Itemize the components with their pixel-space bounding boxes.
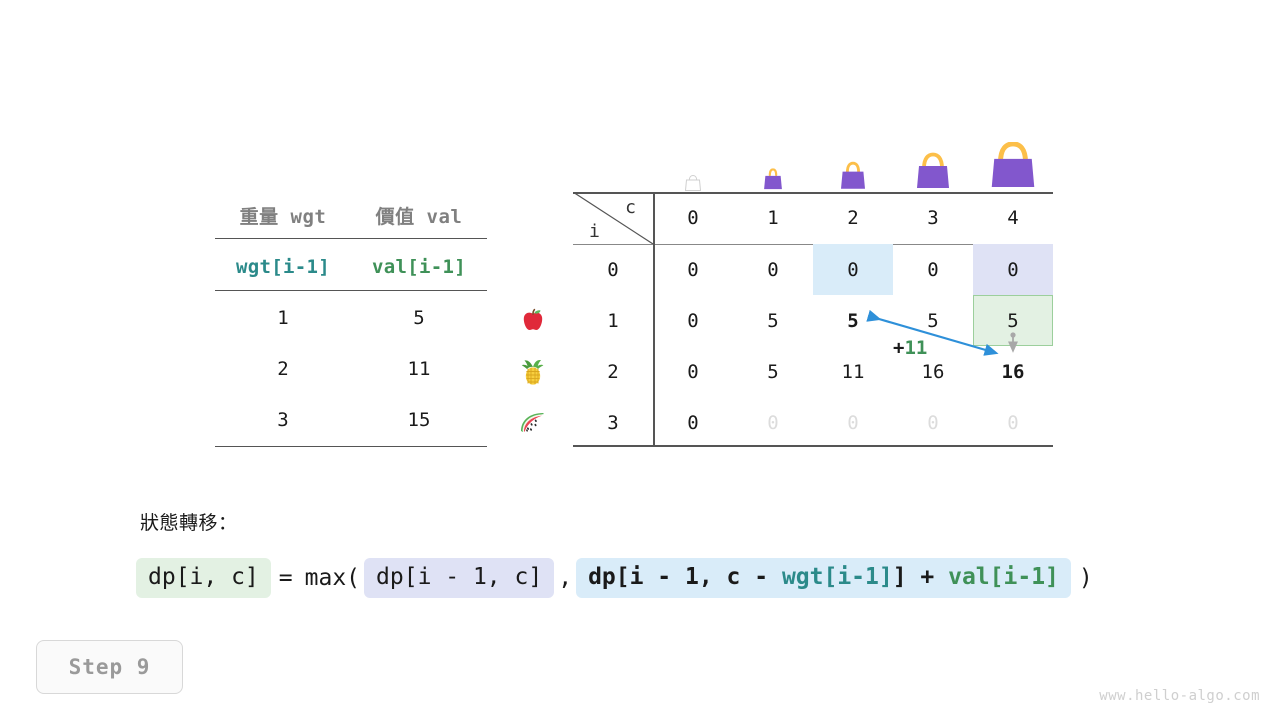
formula-take-mid: ] + [892, 564, 949, 590]
item-table: 重量 wgt 價值 val wgt[i-1] val[i-1] 1 5 2 11… [215, 190, 487, 445]
dp-table: c i 0 1 2 3 4 0 1 2 3 0 0 0 0 0 0 5 5 5 … [573, 192, 1053, 447]
dp-cell-2-1: 5 [767, 360, 779, 383]
bag-capacity-0 [653, 172, 733, 192]
item-row-1-value: 5 [413, 306, 425, 329]
dp-cell-2-2: 11 [841, 360, 865, 383]
bag-capacity-3 [893, 152, 973, 192]
dp-cell-3-4: 0 [1007, 411, 1019, 434]
dp-rule-vertical [653, 192, 655, 446]
bag-capacity-1 [733, 166, 813, 192]
dp-row-header-0: 0 [607, 258, 619, 281]
item-row-3-weight: 3 [277, 408, 289, 431]
dp-cell-1-1: 5 [767, 309, 779, 332]
item-row-1: 1 5 [215, 292, 487, 343]
formula-take-val: val[i-1] [948, 564, 1059, 590]
state-transition-formula: dp[i, c] = max( dp[i - 1, c] , dp[i - 1,… [136, 558, 1101, 599]
dp-cell-2-3: 16 [921, 360, 945, 383]
corner-diagonal-line [573, 192, 653, 244]
item-table-header-row: 重量 wgt 價值 val [215, 190, 487, 241]
item-table-header-weight: 重量 wgt [239, 206, 327, 228]
dp-cell-3-3: 0 [927, 411, 939, 434]
item-row-2-weight: 2 [277, 357, 289, 380]
dp-rule-bottom [573, 445, 1053, 447]
watermark: www.hello-algo.com [1099, 688, 1260, 704]
dp-cell-0-1: 0 [767, 258, 779, 281]
apple-emoji [510, 295, 556, 346]
dp-cell-3-1: 0 [767, 411, 779, 434]
dp-cell-3-0: 0 [687, 411, 699, 434]
added-value: 11 [904, 337, 928, 359]
dp-cell-2-4: 16 [1001, 360, 1025, 383]
item-table-subheader-wgt: wgt[i-1] [236, 255, 330, 278]
prev-row-cell-highlight [973, 244, 1053, 295]
dp-cell-3-2: 0 [847, 411, 859, 434]
dp-cell-2-0: 0 [687, 360, 699, 383]
dp-cell-0-3: 0 [927, 258, 939, 281]
item-table-rule-bottom [215, 446, 487, 447]
item-row-3-value: 15 [407, 408, 431, 431]
item-row-3: 3 15 [215, 394, 487, 445]
dp-rule-top [573, 192, 1053, 194]
watermelon-emoji [510, 397, 556, 448]
item-row-1-weight: 1 [277, 306, 289, 329]
dp-cell-0-0: 0 [687, 258, 699, 281]
added-value-annotation: +11 [893, 337, 927, 359]
bag-capacity-2 [813, 160, 893, 192]
item-table-grid: 重量 wgt 價值 val wgt[i-1] val[i-1] 1 5 2 11… [215, 190, 487, 445]
dp-col-header-3: 3 [927, 207, 939, 229]
formula-target: dp[i, c] [136, 558, 271, 599]
bag-capacity-4 [973, 142, 1053, 192]
state-transition-label: 狀態轉移： [140, 512, 238, 534]
step-badge: Step 9 [36, 640, 183, 694]
dp-corner-cell: c i [573, 192, 653, 244]
source-cell-highlight [813, 244, 893, 295]
corner-label-i: i [589, 221, 600, 242]
dp-cell-0-4: 0 [1007, 258, 1019, 281]
dp-col-header-4: 4 [1007, 207, 1019, 229]
corner-label-c: c [625, 197, 636, 218]
dp-row-header-1: 1 [607, 309, 619, 332]
item-table-rule-top [215, 238, 487, 239]
item-icon-column [510, 295, 556, 448]
dp-cell-0-2: 0 [847, 258, 859, 281]
item-table-header-value: 價值 val [375, 206, 463, 228]
dp-cell-1-4: 5 [1007, 309, 1019, 332]
formula-comma: , [558, 565, 573, 592]
formula-equals: = [278, 565, 293, 592]
dp-cell-1-0: 0 [687, 309, 699, 332]
plus-sign: + [893, 337, 905, 359]
dp-row-header-3: 3 [607, 411, 619, 434]
formula-close-paren: ) [1078, 565, 1093, 592]
dp-col-header-1: 1 [767, 207, 779, 229]
formula-take-prefix: dp[i - 1, c - [588, 564, 782, 590]
item-row-2-value: 11 [407, 357, 431, 380]
item-row-2: 2 11 [215, 343, 487, 394]
bag-capacity-row [653, 124, 1053, 192]
item-table-subheader-val: val[i-1] [372, 255, 466, 278]
item-table-subheader-row: wgt[i-1] val[i-1] [215, 241, 487, 292]
dp-col-header-0: 0 [687, 207, 699, 229]
dp-cell-1-2: 5 [847, 309, 859, 332]
item-table-rule-middle [215, 290, 487, 291]
formula-option-take: dp[i - 1, c - wgt[i-1]] + val[i-1] [576, 558, 1071, 599]
dp-row-header-2: 2 [607, 360, 619, 383]
dp-col-header-2: 2 [847, 207, 859, 229]
formula-option-skip: dp[i - 1, c] [364, 558, 555, 599]
formula-take-wgt: wgt[i-1] [781, 564, 893, 590]
pineapple-emoji [510, 346, 556, 397]
formula-max-open: max( [304, 565, 361, 592]
